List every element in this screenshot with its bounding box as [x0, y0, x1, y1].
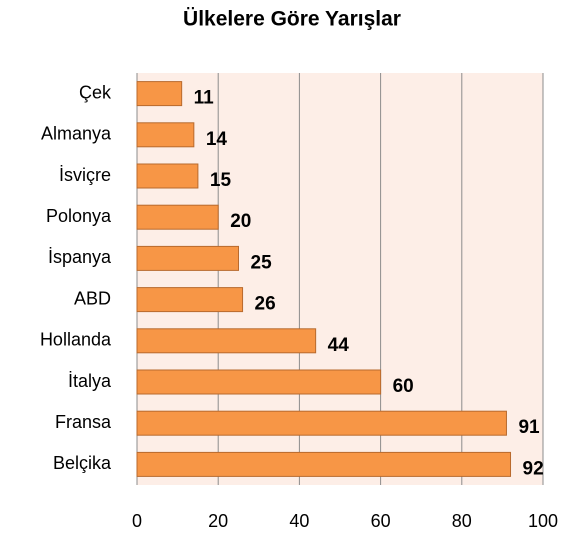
bar	[136, 81, 183, 107]
bar	[136, 245, 239, 271]
value-label: 15	[210, 170, 232, 191]
bar	[136, 204, 219, 230]
y-tick-label: Fransa	[55, 412, 112, 432]
x-tick-label: 60	[371, 511, 391, 531]
value-label: 60	[393, 376, 414, 397]
y-tick-label: Polonya	[46, 206, 112, 226]
bar	[136, 122, 195, 148]
value-label: 20	[230, 211, 251, 232]
chart-title: Ülkelere Göre Yarışlar	[183, 8, 401, 31]
y-tick-label: ABD	[74, 288, 111, 308]
value-label: 44	[328, 335, 350, 356]
y-tick-label: Çek	[79, 82, 112, 102]
y-tick-label: Almanya	[41, 124, 112, 144]
bar	[136, 328, 317, 354]
value-label: 25	[251, 252, 273, 273]
y-tick-label: İtalya	[68, 371, 112, 391]
x-tick-label: 100	[528, 511, 558, 531]
y-tick-label: Hollanda	[40, 330, 112, 350]
bar	[136, 369, 382, 395]
value-label: 26	[255, 294, 276, 315]
y-tick-label: Belçika	[53, 453, 112, 473]
value-label: 92	[523, 458, 544, 479]
x-tick-label: 0	[132, 511, 142, 531]
bar	[136, 287, 244, 313]
y-tick-label: İspanya	[48, 247, 112, 267]
bar	[136, 451, 512, 477]
x-tick-label: 80	[452, 511, 472, 531]
bar	[136, 410, 507, 436]
y-tick-label: İsviçre	[59, 165, 111, 185]
bar	[136, 163, 199, 189]
x-tick-label: 40	[289, 511, 309, 531]
value-label: 14	[206, 129, 228, 150]
x-tick-label: 20	[208, 511, 228, 531]
value-label: 91	[518, 417, 540, 438]
value-label: 11	[194, 88, 215, 109]
